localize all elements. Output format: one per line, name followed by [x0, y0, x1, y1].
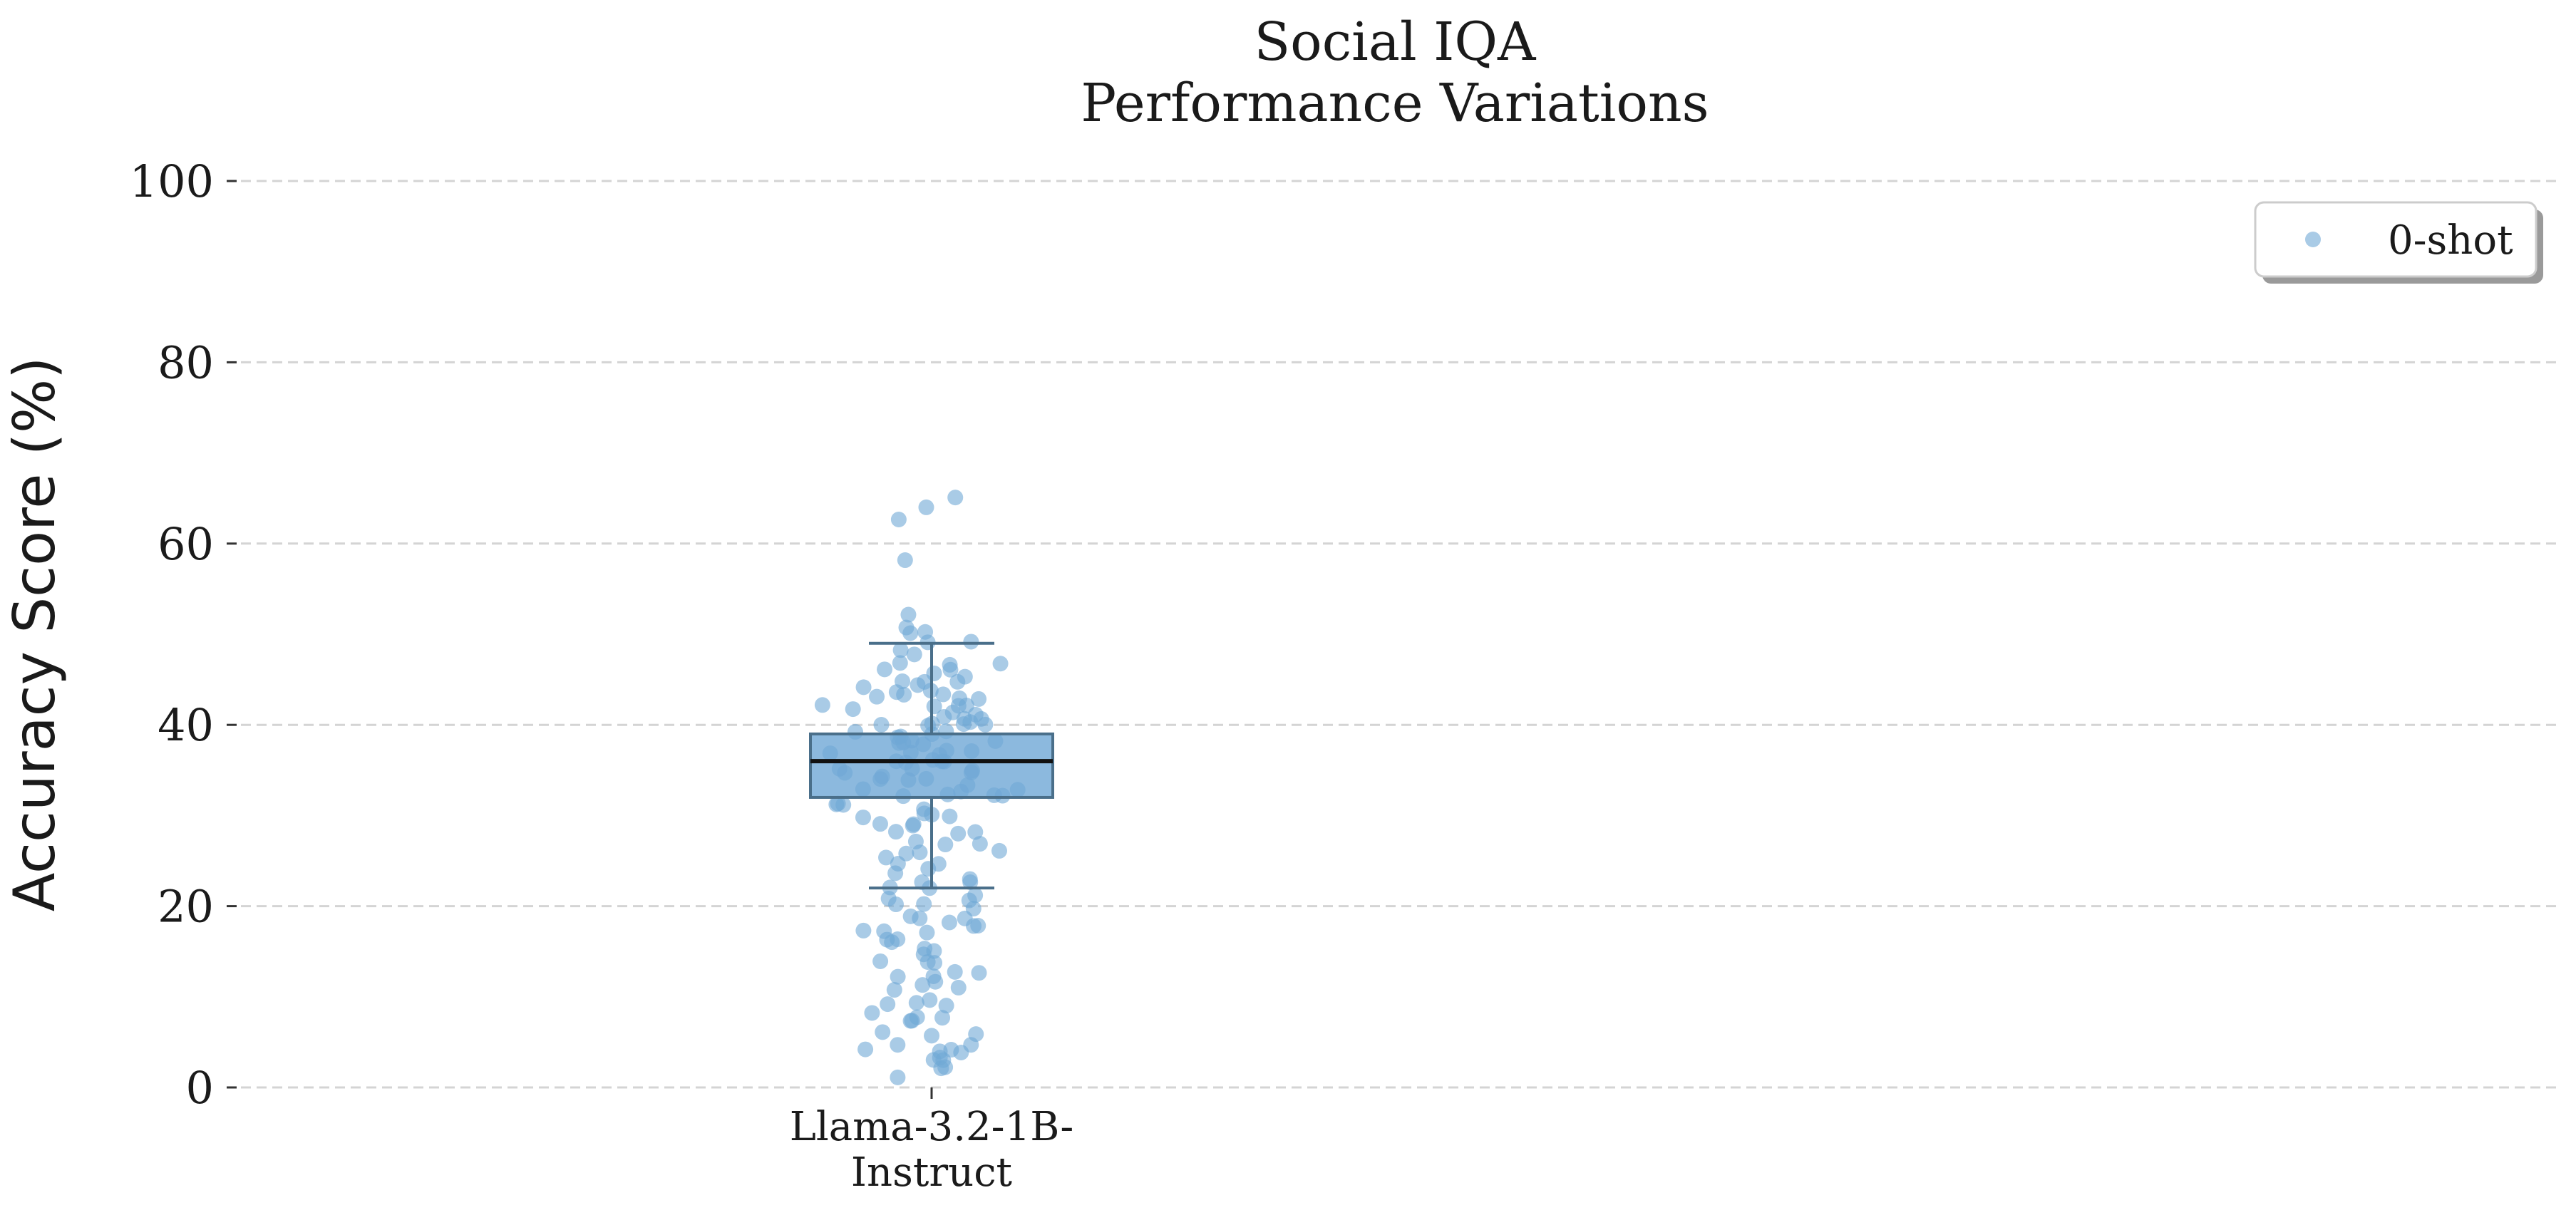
data-point-39	[944, 704, 961, 720]
legend-label-0-shot: 0-shot	[2388, 217, 2513, 264]
data-point-103	[912, 844, 928, 861]
legend-marker-0-shot	[2305, 232, 2321, 247]
data-point-101	[991, 842, 1008, 859]
data-point-146	[922, 992, 938, 1008]
data-point-4	[900, 606, 917, 623]
data-point-93	[905, 817, 921, 834]
x-tick-label-line-2: Instruct	[851, 1149, 1013, 1196]
data-point-29	[971, 691, 987, 707]
y-tick-label-100: 100	[130, 155, 214, 207]
data-point-45	[977, 716, 994, 733]
data-point-108	[887, 865, 904, 881]
data-point-135	[872, 953, 889, 969]
data-point-87	[835, 797, 852, 813]
y-axis-ticks: 0 20 40 60 80 100	[130, 155, 237, 1114]
data-point-13	[992, 656, 1009, 672]
data-point-154	[902, 1013, 919, 1029]
data-point-125	[966, 918, 982, 934]
data-point-122	[902, 908, 919, 924]
data-point-151	[934, 1010, 951, 1026]
data-point-6	[902, 625, 919, 641]
data-point-25	[855, 679, 872, 696]
data-point-88	[855, 810, 871, 826]
data-point-3	[897, 552, 913, 569]
data-point-32	[814, 697, 830, 713]
y-tick-label-20: 20	[158, 881, 214, 933]
data-point-99	[937, 837, 954, 853]
legend: 0-shot	[2254, 201, 2543, 284]
data-point-169	[890, 1069, 906, 1085]
data-point-98	[972, 836, 988, 852]
data-point-137	[919, 953, 936, 970]
data-point-89	[942, 808, 958, 824]
data-point-138	[947, 963, 963, 980]
x-tick-label-line-1: Llama-3.2-1B-	[790, 1104, 1074, 1150]
chart-title-line-1: Social IQA	[1254, 11, 1537, 73]
data-point-126	[919, 924, 935, 941]
data-point-9	[963, 634, 979, 650]
data-point-168	[937, 1059, 954, 1075]
y-axis-label: Accuracy Score (%)	[1, 357, 68, 912]
x-axis-ticks: Llama-3.2-1B-Instruct	[790, 1087, 1074, 1196]
data-point-123	[941, 914, 957, 931]
data-point-26	[896, 686, 912, 703]
data-point-147	[880, 996, 896, 1013]
data-point-44	[873, 716, 890, 733]
legend-box	[2254, 201, 2538, 278]
data-point-97	[950, 825, 967, 842]
interquartile-box	[809, 732, 1054, 799]
data-point-107	[920, 861, 937, 877]
data-point-148	[938, 998, 954, 1014]
data-point-11	[892, 642, 909, 658]
data-point-128	[855, 922, 872, 939]
data-point-162	[857, 1041, 874, 1058]
y-tick-label-60: 60	[158, 518, 214, 570]
data-point-15	[877, 661, 893, 678]
data-point-21	[949, 673, 966, 690]
data-point-104	[878, 849, 895, 866]
data-point-163	[953, 1044, 969, 1060]
data-point-155	[924, 1028, 940, 1044]
data-point-149	[908, 995, 924, 1011]
data-point-27	[935, 686, 952, 703]
grid-lines	[241, 180, 2557, 1089]
y-tick-label-80: 80	[158, 336, 214, 388]
box-and-whiskers	[809, 641, 1054, 890]
data-point-10	[906, 646, 922, 663]
data-point-131	[884, 934, 900, 951]
data-point-118	[887, 896, 904, 913]
data-point-144	[950, 979, 967, 996]
data-point-150	[864, 1005, 880, 1021]
data-point-156	[875, 1024, 891, 1040]
data-point-145	[915, 977, 931, 993]
data-point-94	[872, 816, 888, 832]
data-point-158	[890, 1037, 906, 1053]
data-point-96	[967, 824, 984, 840]
chart-title-line-2: Performance Variations	[1081, 73, 1709, 134]
data-point-1	[918, 499, 934, 515]
data-point-142	[925, 968, 942, 984]
data-point-24	[910, 677, 926, 693]
data-point-43	[962, 714, 979, 730]
data-point-12	[892, 655, 908, 671]
data-point-139	[971, 965, 987, 981]
data-point-2	[890, 511, 907, 527]
data-point-95	[887, 824, 904, 840]
data-point-119	[916, 896, 932, 912]
data-point-31	[845, 701, 861, 718]
data-point-0	[947, 490, 964, 506]
y-tick-label-0: 0	[186, 1062, 214, 1114]
data-point-141	[890, 968, 906, 985]
data-point-17	[942, 661, 959, 678]
data-point-111	[962, 871, 978, 887]
data-point-143	[886, 982, 902, 998]
y-tick-label-40: 40	[158, 699, 214, 751]
data-point-28	[869, 688, 885, 705]
